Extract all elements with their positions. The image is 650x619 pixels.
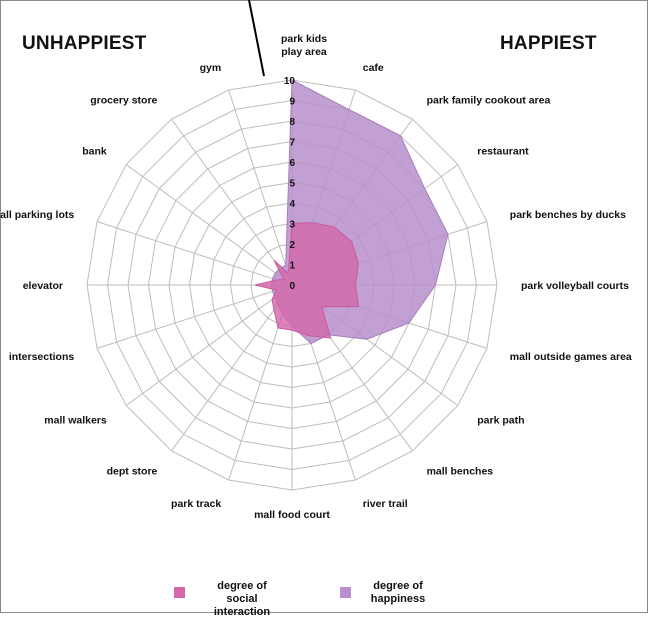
radial-tick-label: 7 <box>289 138 295 149</box>
category-label: gym <box>200 62 222 74</box>
category-label: mall food court <box>254 509 330 521</box>
happiest-heading: HAPPIEST <box>500 33 597 54</box>
legend-label-social-interaction: degree of social interaction <box>213 580 271 618</box>
category-label: mall parking lots <box>0 209 74 221</box>
category-label: park track <box>171 498 221 510</box>
grid-spoke <box>96 221 293 286</box>
category-label: restaurant <box>477 145 529 157</box>
category-label: river trail <box>363 498 408 510</box>
radial-tick-label: 1 <box>289 261 295 272</box>
category-label: mall outside games area <box>510 351 632 363</box>
grid-spoke <box>96 284 293 349</box>
radial-tick-label: 10 <box>284 76 296 87</box>
divider-line <box>248 0 265 77</box>
grid-spoke <box>171 118 293 286</box>
category-label: grocery store <box>90 95 157 107</box>
unhappiest-heading: UNHAPPIEST <box>22 33 147 54</box>
category-label: dept store <box>107 465 158 477</box>
category-label: mall benches <box>427 465 494 477</box>
grid-spoke <box>125 284 293 406</box>
radial-tick-label: 4 <box>289 199 295 210</box>
category-label: cafe <box>363 62 384 74</box>
category-label: elevator <box>23 280 63 292</box>
radial-tick-label: 0 <box>289 281 295 292</box>
legend-swatch-social-interaction <box>174 587 185 598</box>
legend-label-happiness: degree of happiness <box>370 580 426 605</box>
legend-item-happiness: degree of happiness <box>340 580 433 606</box>
radial-tick-label: 2 <box>289 240 295 251</box>
category-label: mall walkers <box>44 415 107 427</box>
category-label: park family cookout area <box>427 95 551 107</box>
grid-spoke <box>171 284 293 452</box>
grid-spoke <box>125 164 293 286</box>
grid-spoke <box>228 89 293 286</box>
radial-tick-labels: 0 1 2 3 4 5 6 7 8 9 10 <box>284 76 296 292</box>
category-label: bank <box>82 145 107 157</box>
radial-tick-label: 3 <box>289 220 295 231</box>
radial-tick-label: 9 <box>289 97 295 108</box>
radial-tick-label: 8 <box>289 117 295 128</box>
category-label: intersections <box>9 351 75 363</box>
category-label: park volleyball courts <box>521 280 629 292</box>
category-label: park path <box>477 415 524 427</box>
category-label: park benches by ducks <box>510 209 626 221</box>
series-area-social-interaction <box>254 222 359 339</box>
category-labels: park kids play area cafe park family cookou… <box>0 33 632 521</box>
legend-item-social-interaction: degree of social interaction <box>174 580 287 619</box>
category-label: park kids play area <box>281 33 327 58</box>
radar-series <box>254 79 449 345</box>
radial-tick-label: 5 <box>289 179 295 190</box>
legend-swatch-happiness <box>340 587 351 598</box>
radial-tick-label: 6 <box>289 158 295 169</box>
